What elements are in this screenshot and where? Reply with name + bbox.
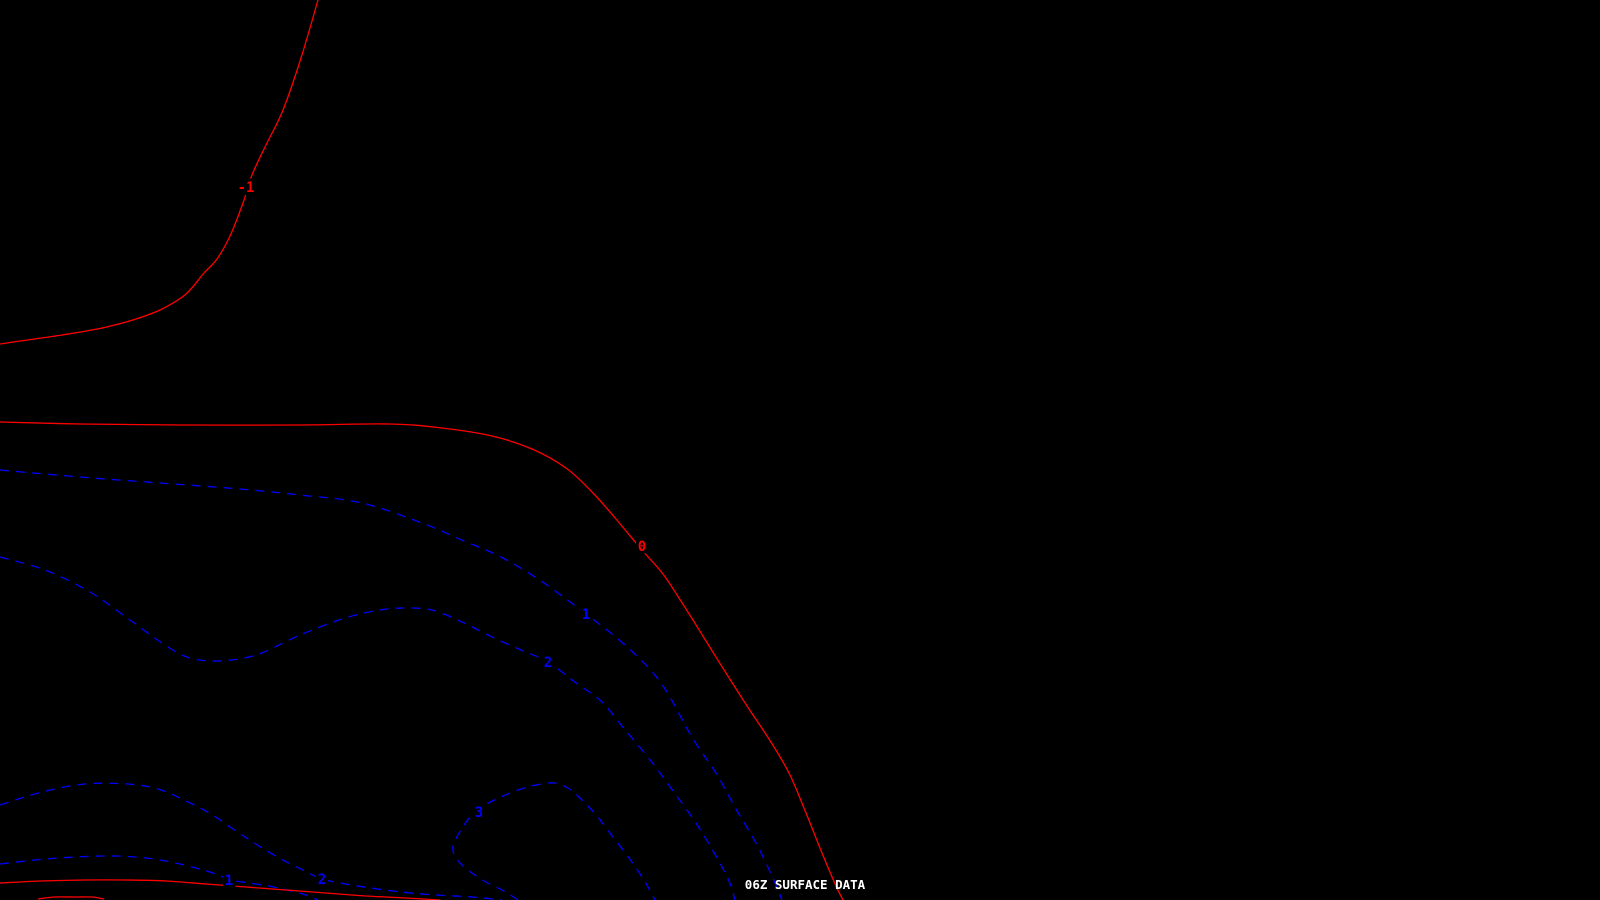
contour-label-level--1: -1 — [238, 180, 255, 196]
contour-line-zero-main — [0, 421, 844, 900]
contour-label-level-2: 2 — [318, 872, 326, 888]
contour-line-one-lower-left — [0, 855, 319, 900]
contour-line-three-bottom-loop — [452, 782, 656, 900]
contour-line-minus-one-upper-left — [0, 0, 319, 345]
contour-label-level-3: 3 — [475, 805, 483, 821]
contour-line-one-upper — [0, 469, 783, 900]
contour-line-two-upper — [0, 556, 736, 900]
contour-line-zero-lower-left — [0, 879, 441, 900]
contour-line-minus-one-bottom-edge — [37, 896, 105, 900]
contour-label-level-1: 1 — [582, 607, 590, 623]
contour-label-level-0: 0 — [638, 539, 646, 555]
contour-label-level-2: 2 — [544, 655, 552, 671]
contour-line-two-lower-left — [0, 782, 503, 900]
contour-label-level-1: 1 — [225, 873, 233, 889]
map-title-annotation: 06Z SURFACE DATA — [744, 877, 866, 892]
